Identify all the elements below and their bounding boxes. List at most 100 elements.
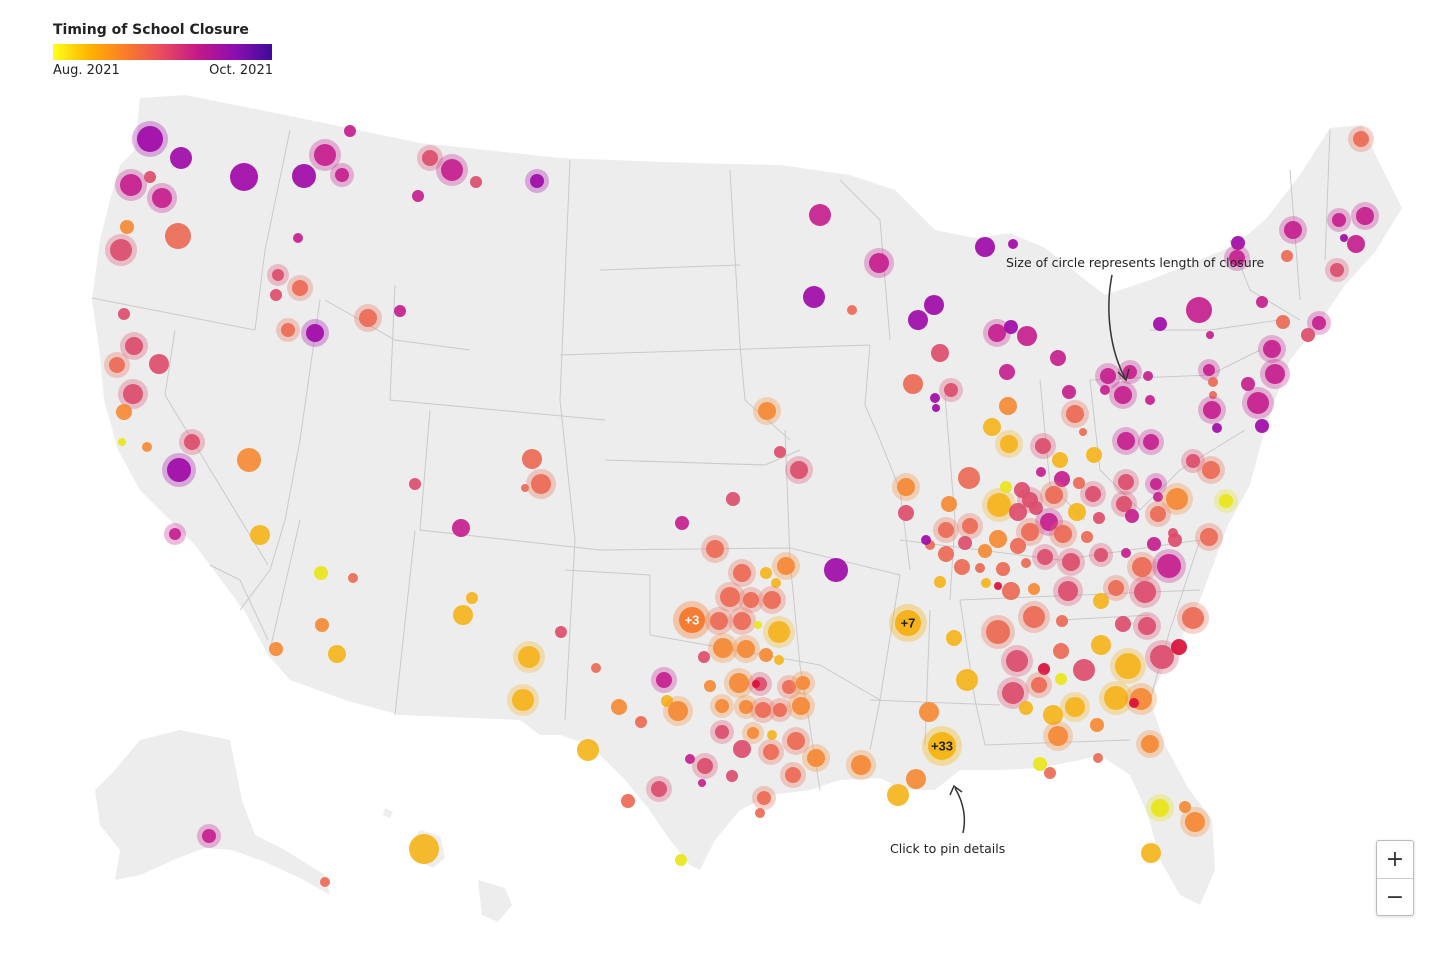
closure-marker[interactable] — [577, 739, 599, 761]
closure-marker[interactable] — [931, 344, 949, 362]
closure-marker[interactable] — [120, 332, 148, 360]
closure-marker[interactable] — [908, 310, 928, 330]
closure-marker[interactable] — [906, 769, 926, 789]
closure-marker[interactable] — [704, 680, 716, 692]
closure-marker[interactable] — [755, 808, 765, 818]
closure-marker[interactable] — [1351, 202, 1379, 230]
closure-marker[interactable] — [989, 530, 1007, 548]
closure-marker[interactable] — [732, 635, 760, 663]
closure-marker[interactable] — [938, 546, 954, 562]
closure-marker[interactable] — [142, 442, 152, 452]
closure-marker[interactable] — [1044, 767, 1056, 779]
closure-marker[interactable] — [179, 429, 205, 455]
closure-marker[interactable] — [1080, 481, 1106, 507]
closure-marker[interactable] — [1055, 673, 1067, 685]
closure-marker[interactable] — [1115, 616, 1131, 632]
closure-marker[interactable] — [1057, 548, 1085, 576]
closure-marker[interactable] — [348, 573, 358, 583]
closure-marker[interactable] — [715, 582, 745, 612]
closure-marker[interactable] — [1121, 548, 1131, 558]
cluster-markers[interactable]: +3 +7 +33 — [673, 601, 962, 766]
closure-marker[interactable] — [522, 449, 542, 469]
closure-marker[interactable] — [710, 720, 734, 744]
closure-marker[interactable] — [293, 233, 303, 243]
closure-marker[interactable] — [1197, 456, 1225, 484]
closure-marker[interactable] — [1161, 483, 1193, 515]
closure-marker[interactable] — [753, 397, 781, 425]
closure-marker[interactable] — [1061, 400, 1089, 428]
closure-marker[interactable] — [237, 448, 261, 472]
closure-marker[interactable] — [267, 264, 289, 286]
closure-marker[interactable] — [105, 234, 137, 266]
closure-marker[interactable] — [802, 744, 830, 772]
closure-marker[interactable] — [1050, 350, 1066, 366]
closure-marker[interactable] — [772, 552, 800, 580]
closure-marker[interactable] — [1009, 503, 1027, 521]
closure-marker[interactable] — [328, 645, 346, 663]
closure-marker[interactable] — [946, 630, 962, 646]
closure-marker[interactable] — [1136, 730, 1164, 758]
closure-marker[interactable] — [774, 655, 784, 665]
closure-marker[interactable] — [164, 523, 186, 545]
closure-marker[interactable] — [116, 404, 132, 420]
closure-marker[interactable] — [1033, 757, 1047, 771]
closure-marker[interactable] — [301, 319, 329, 347]
closure-marker[interactable] — [1004, 320, 1018, 334]
closure-marker[interactable] — [1145, 395, 1155, 405]
closure-marker[interactable] — [507, 684, 539, 716]
closure-marker[interactable] — [466, 592, 478, 604]
closure-marker[interactable] — [1153, 492, 1163, 502]
closure-marker[interactable] — [1060, 692, 1090, 722]
closure-marker[interactable] — [692, 753, 718, 779]
closure-marker[interactable] — [1099, 681, 1133, 715]
cluster-marker[interactable]: +7 — [889, 604, 927, 642]
closure-markers[interactable] — [104, 121, 1379, 887]
closure-marker[interactable] — [892, 473, 920, 501]
closure-marker[interactable] — [1038, 663, 1050, 675]
closure-marker[interactable] — [1129, 698, 1139, 708]
closure-marker[interactable] — [1147, 537, 1161, 551]
closure-marker[interactable] — [954, 559, 970, 575]
closure-marker[interactable] — [698, 651, 710, 663]
closure-marker[interactable] — [738, 587, 764, 613]
closure-marker[interactable] — [1258, 335, 1286, 363]
closure-marker[interactable] — [309, 139, 341, 171]
closure-marker[interactable] — [170, 147, 192, 169]
closure-marker[interactable] — [1029, 501, 1043, 515]
closure-marker[interactable] — [230, 163, 258, 191]
closure-marker[interactable] — [847, 305, 857, 315]
closure-marker[interactable] — [1021, 558, 1031, 568]
closure-marker[interactable] — [1016, 518, 1044, 546]
closure-marker[interactable] — [1180, 807, 1210, 837]
closure-marker[interactable] — [269, 642, 283, 656]
closure-marker[interactable] — [981, 578, 991, 588]
closure-marker[interactable] — [760, 567, 772, 579]
closure-marker[interactable] — [1146, 794, 1174, 822]
closure-marker[interactable] — [995, 430, 1023, 458]
closure-marker[interactable] — [1073, 659, 1095, 681]
closure-marker[interactable] — [1177, 602, 1209, 634]
closure-marker[interactable] — [1086, 447, 1102, 463]
closure-marker[interactable] — [1018, 601, 1050, 633]
closure-marker[interactable] — [344, 125, 356, 137]
closure-marker[interactable] — [898, 505, 914, 521]
closure-marker[interactable] — [675, 516, 689, 530]
closure-marker[interactable] — [1171, 639, 1187, 655]
closure-marker[interactable] — [1279, 216, 1307, 244]
closure-marker[interactable] — [774, 446, 786, 458]
closure-marker[interactable] — [611, 699, 627, 715]
closure-marker[interactable] — [903, 374, 923, 394]
closure-marker[interactable] — [824, 558, 848, 582]
closure-marker[interactable] — [118, 379, 148, 409]
closure-marker[interactable] — [754, 621, 762, 629]
closure-marker[interactable] — [250, 525, 270, 545]
closure-marker[interactable] — [864, 248, 894, 278]
closure-marker[interactable] — [1089, 543, 1113, 567]
closure-marker[interactable] — [120, 220, 134, 234]
closure-marker[interactable] — [1093, 512, 1105, 524]
closure-marker[interactable] — [1145, 501, 1171, 527]
closure-marker[interactable] — [728, 559, 756, 587]
closure-marker[interactable] — [1110, 648, 1146, 684]
closure-marker[interactable] — [394, 305, 406, 317]
